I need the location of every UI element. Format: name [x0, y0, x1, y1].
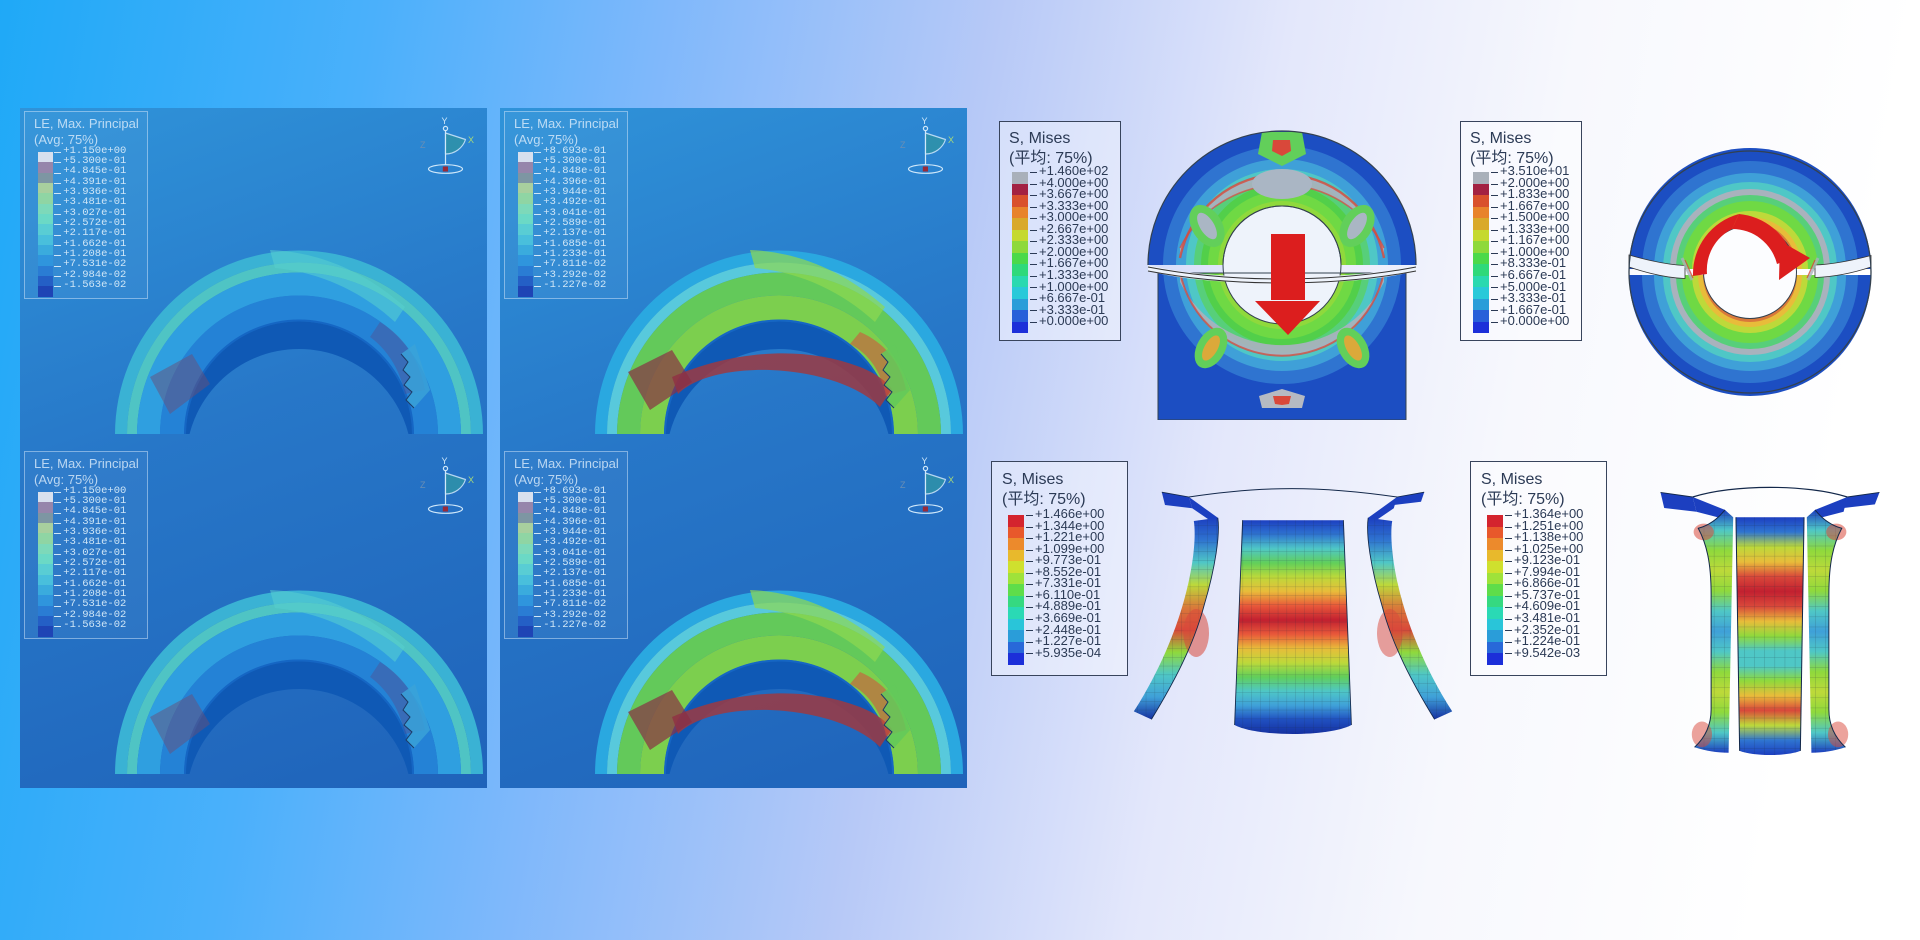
svg-text:Y: Y: [922, 116, 928, 126]
svg-text:Z: Z: [900, 480, 906, 490]
svg-text:X: X: [468, 135, 474, 145]
svg-text:Z: Z: [420, 140, 426, 150]
svg-text:Z: Z: [420, 480, 426, 490]
svg-text:X: X: [468, 475, 474, 485]
svg-text:Y: Y: [442, 116, 448, 126]
svg-text:Y: Y: [922, 456, 928, 466]
svg-text:Z: Z: [900, 140, 906, 150]
svg-text:X: X: [948, 475, 954, 485]
svg-text:X: X: [948, 135, 954, 145]
svg-text:Y: Y: [442, 456, 448, 466]
